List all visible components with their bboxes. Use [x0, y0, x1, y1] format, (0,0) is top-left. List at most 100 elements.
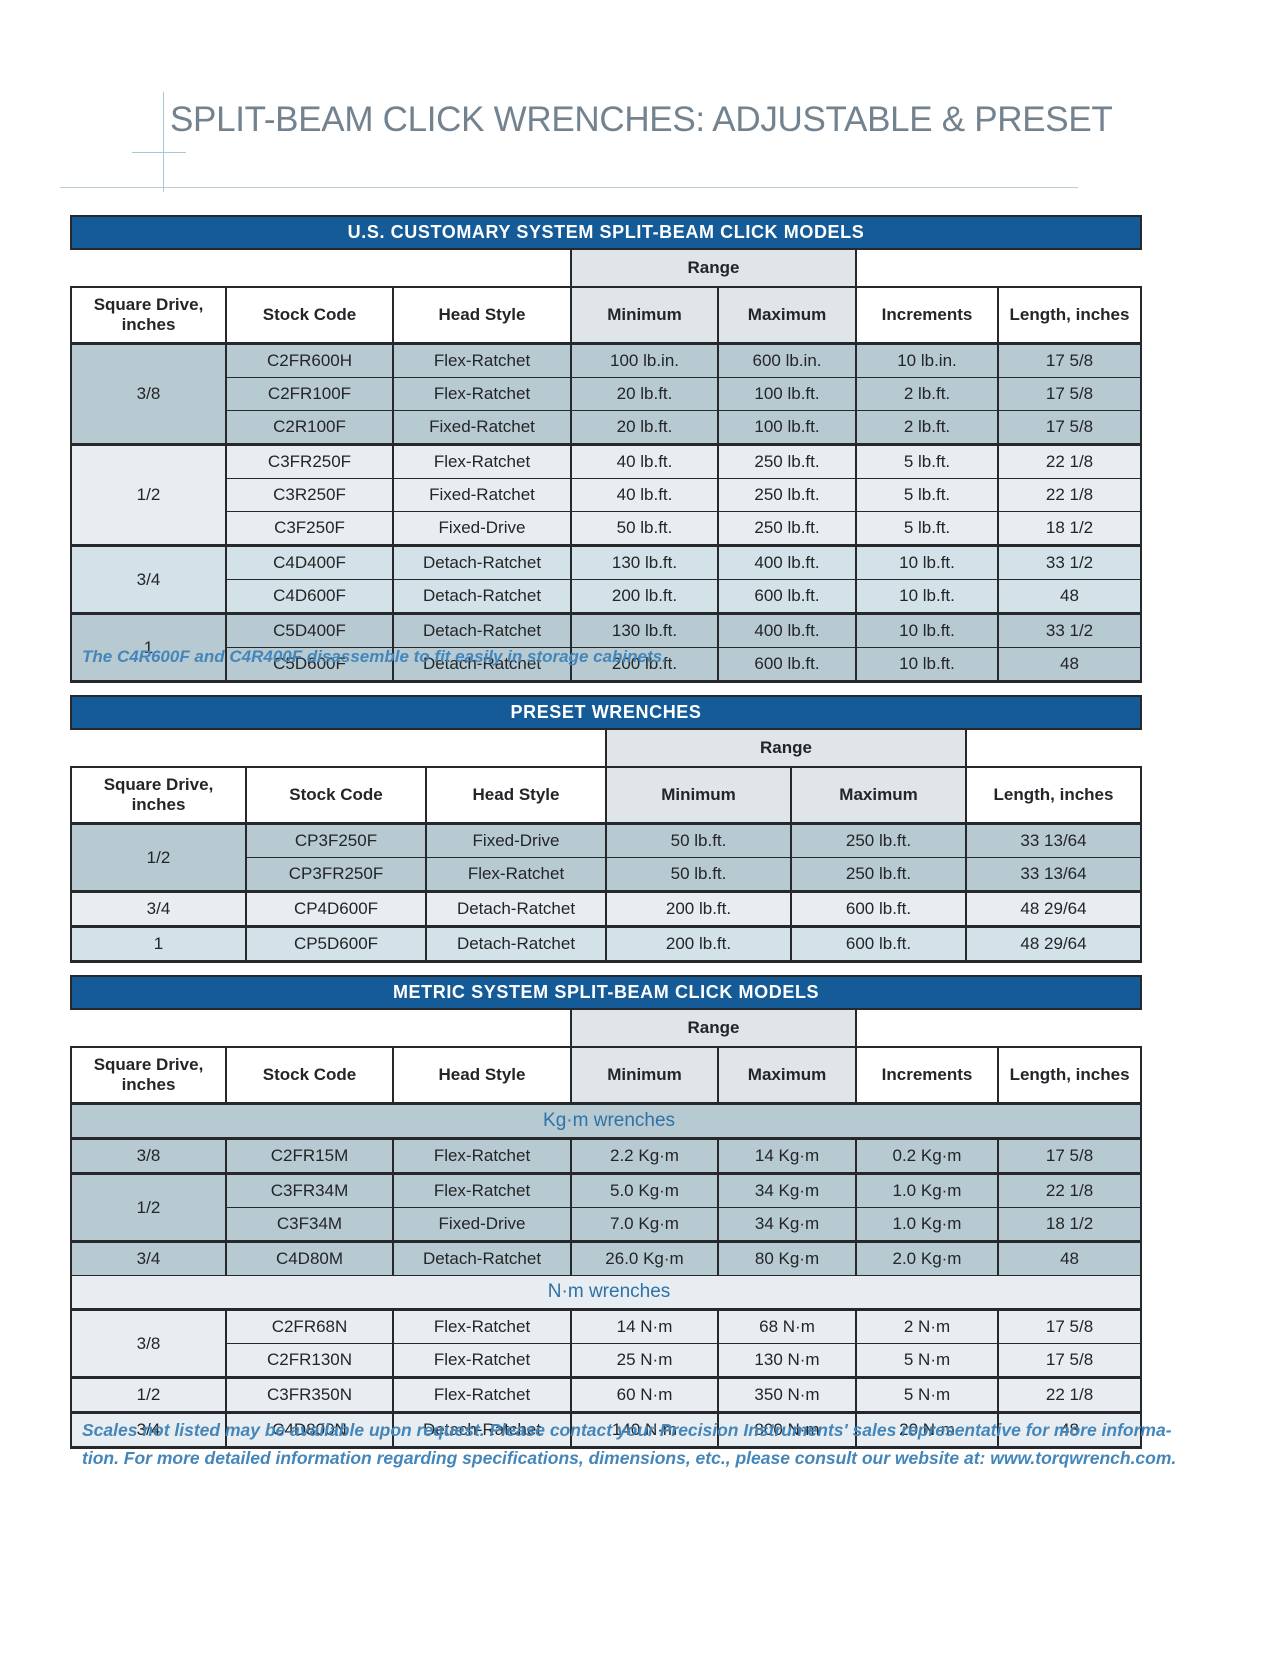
max-cell: 68 N·m: [717, 1308, 857, 1344]
table-row: C4D600F Detach-Ratchet 200 lb.ft. 600 lb…: [71, 579, 1143, 614]
increments-cell: 5 lb.ft.: [855, 443, 999, 479]
max-cell: 250 lb.ft.: [717, 511, 857, 546]
head-style-cell: Flex-Ratchet: [392, 443, 572, 479]
footer-line2: tion. For more detailed information rega…: [82, 1448, 991, 1468]
stock-code-cell: CP5D600F: [245, 925, 427, 962]
head-style-cell: Flex-Ratchet: [392, 1343, 572, 1378]
stock-code-cell: C2FR100F: [225, 377, 394, 411]
increments-cell: 2 lb.ft.: [855, 377, 999, 411]
stock-code-cell: C5D400F: [225, 612, 394, 648]
max-cell: 250 lb.ft.: [717, 443, 857, 479]
max-cell: 800 N·m: [717, 1411, 857, 1448]
increments-cell: 20 N·m: [855, 1411, 999, 1448]
head-style-cell: Flex-Ratchet: [392, 1172, 572, 1208]
increments-cell: 2.0 Kg·m: [855, 1240, 999, 1276]
range-spacer: [71, 249, 571, 287]
table-row: C3F250F Fixed-Drive 50 lb.ft. 250 lb.ft.…: [71, 511, 1143, 546]
min-cell: 100 lb.in.: [570, 342, 719, 378]
column-header: Minimum: [570, 1046, 719, 1105]
table-row: C2FR130N Flex-Ratchet 25 N·m 130 N·m 5 N…: [71, 1343, 1143, 1378]
length-cell: 18 1/2: [996, 1207, 1143, 1242]
head-style-cell: Fixed-Ratchet: [392, 478, 572, 512]
stock-code-cell: C3FR34M: [225, 1172, 394, 1208]
length-cell: 48: [996, 1411, 1143, 1448]
length-cell: 48: [996, 647, 1143, 682]
drive-cell: 1: [70, 612, 227, 682]
length-cell: 33 13/64: [965, 857, 1142, 892]
crosshair-vertical-line: [163, 92, 164, 192]
length-cell: 48 29/64: [965, 925, 1142, 962]
table-title-bar: METRIC SYSTEM SPLIT-BEAM CLICK MODELS: [69, 975, 1143, 1010]
table-title: U.S. CUSTOMARY SYSTEM SPLIT-BEAM CLICK M…: [69, 215, 1143, 250]
column-header: Increments: [855, 286, 999, 345]
page-title: SPLIT-BEAM CLICK WRENCHES: ADJUSTABLE & …: [170, 100, 1113, 139]
max-cell: 600 lb.ft.: [717, 647, 857, 682]
drive-cell: 1/2: [70, 822, 247, 892]
table-row: 3/8 C2FR15M Flex-Ratchet 2.2 Kg·m 14 Kg·…: [70, 1137, 1143, 1174]
max-cell: 100 lb.ft.: [717, 377, 857, 411]
column-header: Length, inches: [996, 1046, 1143, 1105]
head-style-cell: Flex-Ratchet: [392, 377, 572, 411]
footer-website-link[interactable]: www.torqwrench.com: [990, 1448, 1172, 1468]
length-cell: 48: [996, 579, 1143, 614]
increments-cell: 10 lb.ft.: [855, 612, 999, 648]
column-header-row: Square Drive, inches Stock Code Head Sty…: [70, 1046, 1143, 1105]
stock-code-cell: C2FR68N: [225, 1308, 394, 1344]
min-cell: 200 lb.ft.: [570, 647, 719, 682]
column-header: Square Drive, inches: [70, 1046, 227, 1105]
max-cell: 600 lb.ft.: [717, 579, 857, 614]
table-title: METRIC SYSTEM SPLIT-BEAM CLICK MODELS: [69, 975, 1143, 1010]
stock-code-cell: C3F34M: [225, 1207, 394, 1242]
head-style-cell: Detach-Ratchet: [392, 579, 572, 614]
column-header: Head Style: [425, 766, 607, 825]
stock-code-cell: CP3F250F: [245, 822, 427, 858]
max-cell: 80 Kg·m: [717, 1240, 857, 1276]
min-cell: 5.0 Kg·m: [570, 1172, 719, 1208]
us-customary-table: U.S. CUSTOMARY SYSTEM SPLIT-BEAM CLICK M…: [69, 215, 1143, 683]
table-row: 3/4 CP4D600F Detach-Ratchet 200 lb.ft. 6…: [70, 890, 1142, 927]
drive-cell: 3/8: [70, 1137, 227, 1174]
table-row: 1/2 C3FR350N Flex-Ratchet 60 N·m 350 N·m…: [70, 1376, 1143, 1413]
min-cell: 40 lb.ft.: [570, 478, 719, 512]
length-cell: 17 5/8: [996, 1343, 1143, 1378]
head-style-cell: Detach-Ratchet: [425, 925, 607, 962]
section-label-row: N·m wrenches: [69, 1275, 1143, 1310]
table-row: C5D600F Detach-Ratchet 200 lb.ft. 600 lb…: [71, 647, 1143, 682]
length-cell: 17 5/8: [996, 410, 1143, 445]
min-cell: 200 lb.ft.: [570, 579, 719, 614]
head-style-cell: Fixed-Drive: [425, 822, 607, 858]
max-cell: 600 lb.ft.: [790, 890, 967, 927]
metric-table: METRIC SYSTEM SPLIT-BEAM CLICK MODELS Ra…: [69, 975, 1143, 1449]
column-header: Square Drive, inches: [70, 766, 247, 825]
stock-code-cell: C5D600F: [225, 647, 394, 682]
length-cell: 17 5/8: [996, 342, 1143, 378]
table-row: 1/2 CP3F250F Fixed-Drive 50 lb.ft. 250 l…: [70, 822, 1142, 892]
head-style-cell: Fixed-Drive: [392, 511, 572, 546]
min-cell: 20 lb.ft.: [570, 377, 719, 411]
section-label-row: Kg·m wrenches: [69, 1103, 1143, 1139]
min-cell: 200 lb.ft.: [605, 925, 792, 962]
drive-cell: 1/2: [70, 1172, 227, 1242]
stock-code-cell: C4D80M: [225, 1240, 394, 1276]
column-header: Head Style: [392, 286, 572, 345]
head-style-cell: Flex-Ratchet: [392, 342, 572, 378]
column-header: Maximum: [717, 286, 857, 345]
head-style-cell: Flex-Ratchet: [392, 1137, 572, 1174]
max-cell: 400 lb.ft.: [717, 612, 857, 648]
table-row: 3/8 C2FR68N Flex-Ratchet 14 N·m 68 N·m 2…: [70, 1308, 1143, 1378]
footer-line1: Scales not listed may be available upon …: [82, 1420, 1172, 1440]
section-label: N·m wrenches: [69, 1275, 1143, 1310]
stock-code-cell: C4D800N: [225, 1411, 394, 1448]
column-header: Minimum: [605, 766, 792, 825]
stock-code-cell: CP4D600F: [245, 890, 427, 927]
min-cell: 50 lb.ft.: [570, 511, 719, 546]
min-cell: 20 lb.ft.: [570, 410, 719, 445]
column-header: Maximum: [790, 766, 967, 825]
head-style-cell: Flex-Ratchet: [392, 1308, 572, 1344]
increments-cell: 5 lb.ft.: [855, 511, 999, 546]
length-cell: 22 1/8: [996, 1376, 1143, 1413]
max-cell: 250 lb.ft.: [790, 857, 967, 892]
head-style-cell: Flex-Ratchet: [425, 857, 607, 892]
increments-cell: 10 lb.ft.: [855, 544, 999, 580]
